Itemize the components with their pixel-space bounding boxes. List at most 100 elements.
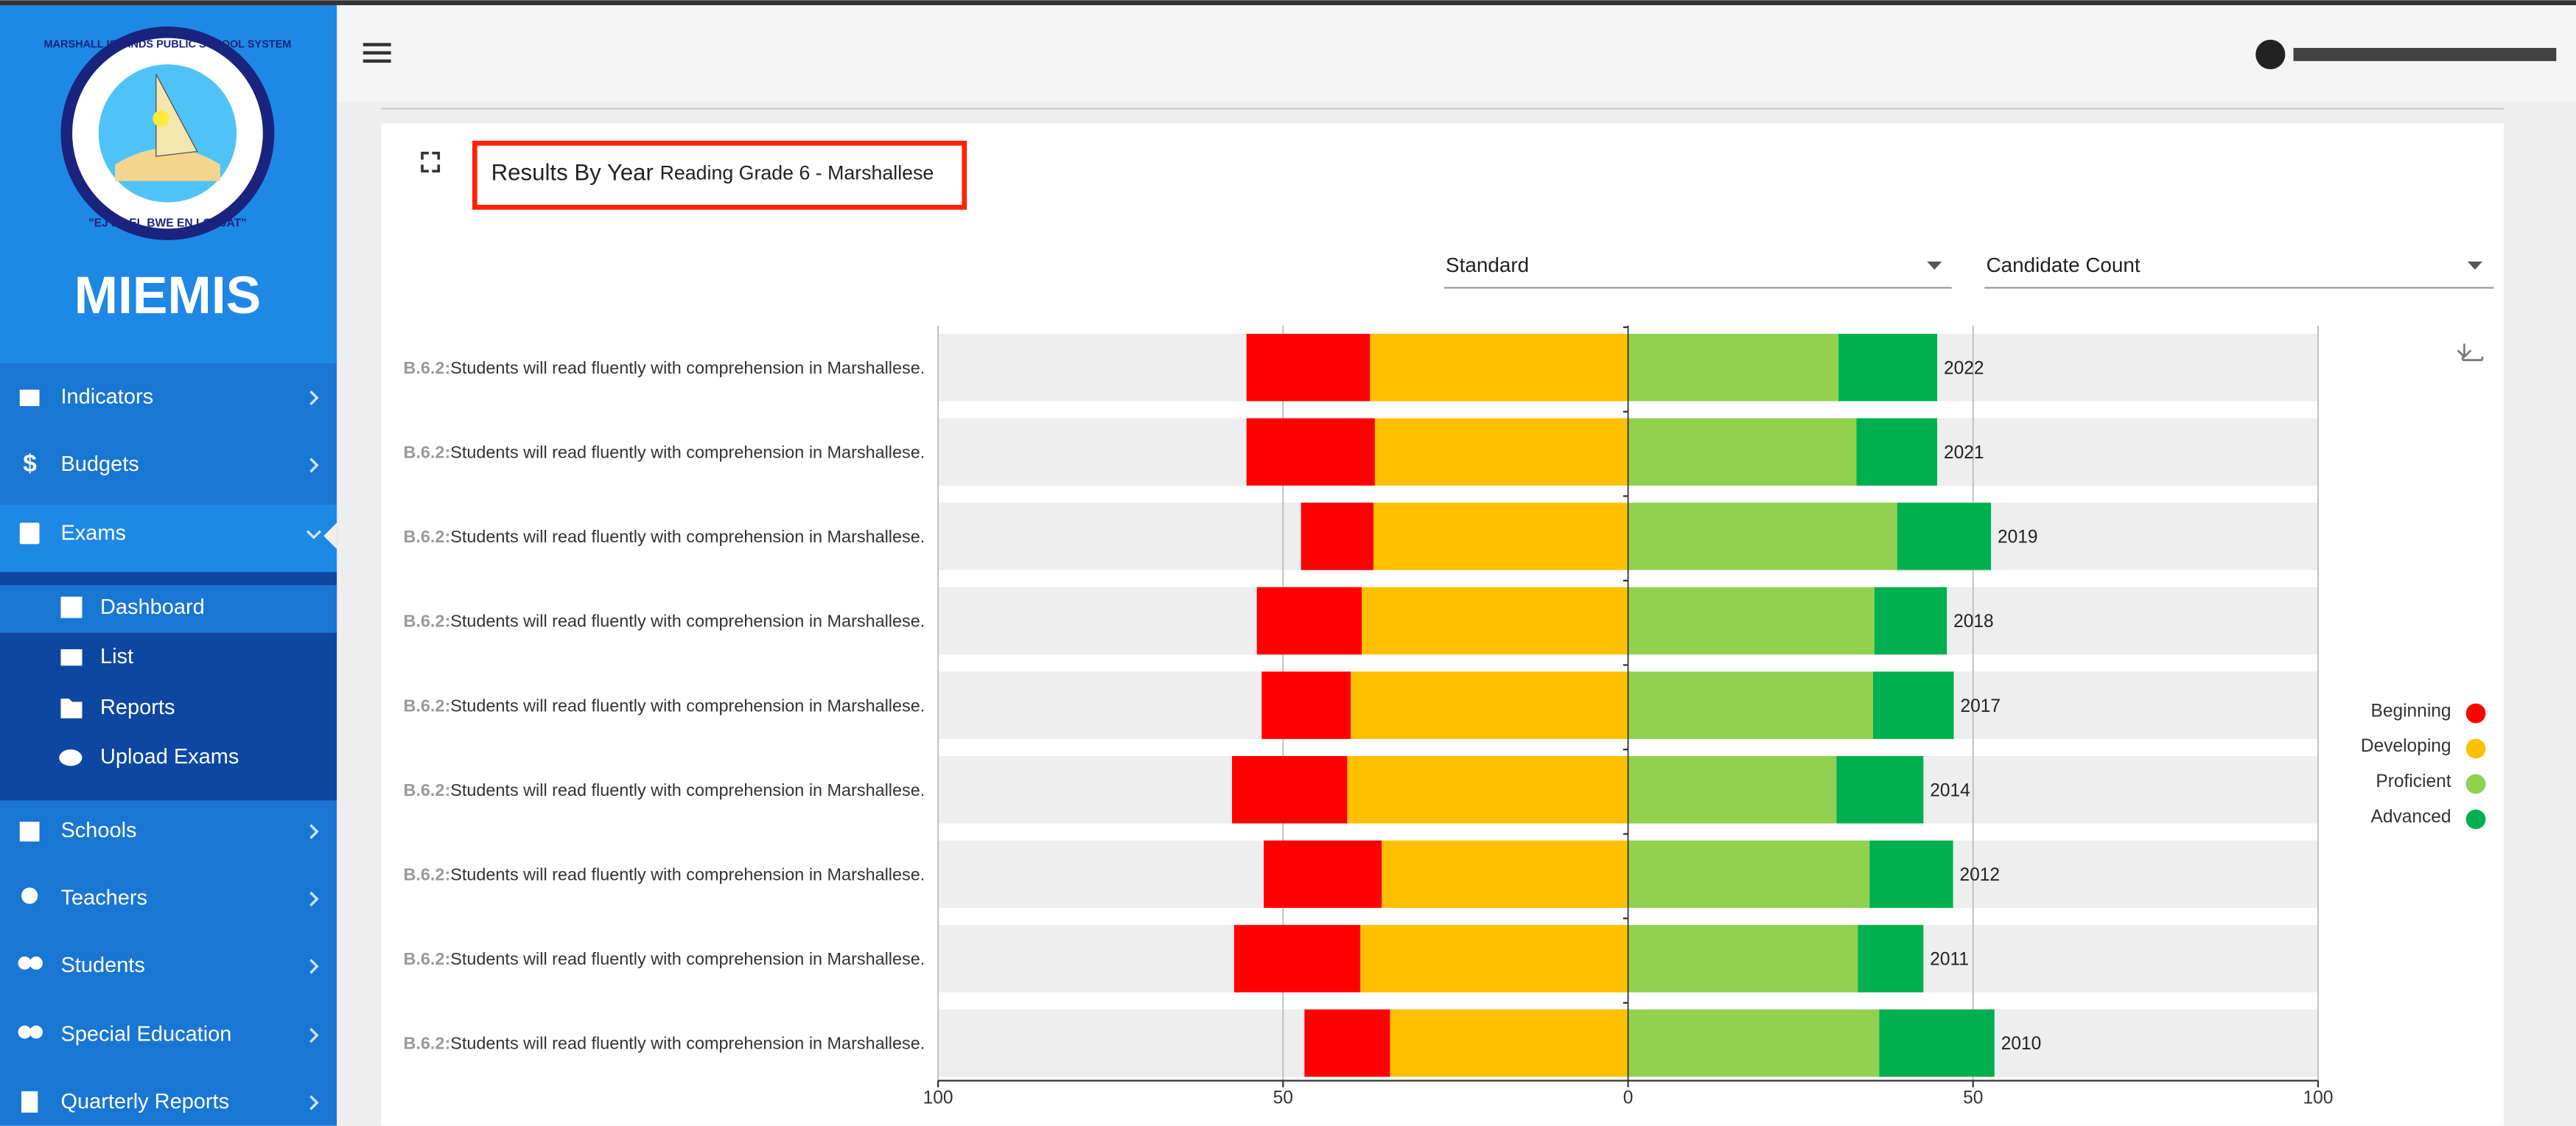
bar-segment bbox=[1628, 925, 1858, 993]
bar-segment bbox=[1897, 503, 1992, 570]
app-name: MIEMIS bbox=[74, 266, 262, 325]
nav-item[interactable]: Exams bbox=[60, 522, 126, 545]
top-strip bbox=[0, 0, 2576, 6]
top-bar bbox=[337, 0, 2576, 102]
year-label: 2014 bbox=[1930, 780, 1970, 800]
logo-bottom: "EJ JU EL BWE EN LOṄJAT" bbox=[88, 217, 246, 230]
x-tick-label: 50 bbox=[1273, 1088, 1293, 1108]
bar-segment bbox=[1351, 671, 1628, 739]
menu-button[interactable] bbox=[363, 43, 391, 63]
year-label: 2022 bbox=[1944, 358, 1984, 378]
bar-segment bbox=[1390, 1009, 1628, 1077]
svg-text:$: $ bbox=[23, 450, 37, 478]
row-code: B.6.2: bbox=[404, 358, 451, 377]
bar-segment bbox=[1373, 503, 1628, 570]
bar-segment bbox=[1628, 333, 1839, 402]
bar-segment bbox=[1879, 1009, 1995, 1077]
fullscreen-button[interactable] bbox=[421, 151, 441, 173]
x-tick-label: 100 bbox=[923, 1088, 953, 1108]
row-code: B.6.2: bbox=[404, 865, 451, 884]
year-label: 2017 bbox=[1960, 696, 2001, 716]
bar-segment bbox=[1362, 587, 1628, 655]
filter-label: Candidate Count bbox=[1987, 253, 2141, 276]
row-text: Students will read fluently with compreh… bbox=[450, 865, 925, 884]
row-label: B.6.2:Students will read fluently with c… bbox=[404, 527, 925, 546]
bar-segment bbox=[1836, 755, 1924, 824]
bar-segment bbox=[1264, 840, 1382, 908]
year-label: 2019 bbox=[1998, 528, 2038, 548]
nav-chevron bbox=[309, 824, 319, 839]
nav-chevron bbox=[309, 891, 319, 907]
filter-measure[interactable]: Candidate Count bbox=[1984, 253, 2494, 289]
active-pointer bbox=[323, 522, 337, 550]
nav-item[interactable]: List bbox=[100, 645, 133, 668]
year-label: 2012 bbox=[1960, 865, 2001, 885]
nav-chevron bbox=[309, 1095, 319, 1111]
nav-item[interactable]: Reports bbox=[100, 696, 175, 719]
bar-segment bbox=[1869, 840, 1953, 908]
exams-active bbox=[0, 504, 337, 573]
legend-label: Advanced bbox=[2371, 807, 2451, 827]
legend-swatch bbox=[2465, 703, 2486, 724]
highlight-box bbox=[472, 140, 967, 210]
bar-segment bbox=[1628, 1009, 1880, 1077]
nav-icons: $ bbox=[18, 389, 83, 1113]
year-label: 2011 bbox=[1930, 950, 1969, 970]
bar-segment bbox=[1382, 840, 1628, 908]
filter-standard[interactable]: Standard bbox=[1443, 253, 1952, 289]
logo-top: MARSHALL ISLANDS PUBLIC SCHOOL SYSTEM bbox=[43, 38, 291, 50]
row-text: Students will read fluently with compreh… bbox=[450, 696, 925, 715]
bar-segment bbox=[1628, 587, 1875, 655]
legend-label: Developing bbox=[2361, 736, 2451, 756]
x-tick-label: 0 bbox=[1623, 1088, 1634, 1108]
nav-item[interactable]: Students bbox=[60, 954, 144, 977]
nav-item[interactable]: Upload Exams bbox=[100, 745, 239, 769]
legend-swatch bbox=[2465, 774, 2486, 794]
row-label: B.6.2:Students will read fluently with c… bbox=[404, 949, 925, 968]
chart-title: Results By Year Reading Grade 6 - Marsha… bbox=[491, 160, 934, 186]
bar-segment bbox=[1856, 418, 1938, 486]
user-email-redacted bbox=[2293, 48, 2557, 61]
user-icon[interactable] bbox=[2255, 39, 2286, 70]
download-button[interactable] bbox=[2457, 343, 2484, 361]
bar-segment bbox=[1246, 418, 1375, 486]
legend-swatch bbox=[2465, 738, 2486, 759]
row-label: B.6.2:Students will read fluently with c… bbox=[404, 865, 925, 884]
row-text: Students will read fluently with compreh… bbox=[450, 780, 925, 800]
bar-segment bbox=[1261, 671, 1351, 739]
row-label: B.6.2:Students will read fluently with c… bbox=[404, 780, 925, 800]
nav-item[interactable]: Schools bbox=[60, 819, 136, 842]
legend-label: Beginning bbox=[2370, 701, 2451, 721]
nav-item[interactable]: Indicators bbox=[60, 385, 153, 409]
row-code: B.6.2: bbox=[404, 443, 451, 462]
bar-segment bbox=[1628, 671, 1873, 739]
row-code: B.6.2: bbox=[404, 1034, 451, 1053]
bar-segment bbox=[1874, 587, 1947, 655]
dashboard-active bbox=[0, 585, 337, 633]
bar-segment bbox=[1628, 840, 1870, 908]
legend-swatch bbox=[2465, 809, 2486, 830]
bar-segment bbox=[1838, 333, 1938, 402]
x-tick-label: 50 bbox=[1963, 1088, 1983, 1108]
row-text: Students will read fluently with compreh… bbox=[450, 1034, 925, 1053]
legend-label: Proficient bbox=[2376, 772, 2451, 791]
bar-segment bbox=[1347, 755, 1628, 824]
nav-item[interactable]: Teachers bbox=[60, 887, 147, 910]
row-label: B.6.2:Students will read fluently with c… bbox=[404, 1034, 925, 1053]
nav-item[interactable]: Dashboard bbox=[100, 595, 205, 619]
year-label: 2010 bbox=[2001, 1034, 2042, 1054]
filter-label: Standard bbox=[1446, 253, 1529, 276]
nav-item[interactable]: Budgets bbox=[60, 452, 139, 476]
row-code: B.6.2: bbox=[404, 527, 451, 546]
bar-segment bbox=[1232, 755, 1348, 824]
bar-segment bbox=[1628, 503, 1897, 570]
row-label: B.6.2:Students will read fluently with c… bbox=[404, 696, 925, 715]
bar-segment bbox=[1370, 333, 1628, 402]
bar-segment bbox=[1628, 755, 1837, 824]
year-label: 2018 bbox=[1953, 612, 1994, 632]
nav-item[interactable]: Quarterly Reports bbox=[60, 1090, 229, 1113]
nav-item[interactable]: Special Education bbox=[60, 1023, 231, 1046]
bar-segment bbox=[1628, 418, 1857, 486]
